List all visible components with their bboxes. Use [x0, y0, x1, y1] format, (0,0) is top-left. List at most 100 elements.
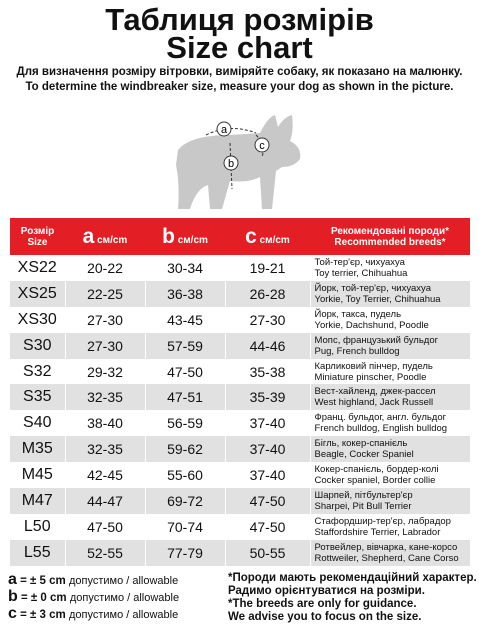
value-cell: 57-59: [145, 332, 226, 359]
value-cell: 52-55: [65, 539, 146, 566]
breed-en: Pug, French bulldog: [314, 345, 400, 357]
breed-en: Toy terrier, Chihuahua: [314, 267, 408, 279]
table-row: M45 42-45 55-60 37-40 Кокер-спанієль, бордер…: [10, 462, 471, 489]
breed-ua: Кокер-спанієль, бордер-колі: [314, 464, 439, 476]
value-cell: 42-45: [65, 462, 146, 489]
size-cell: M35: [10, 436, 66, 463]
measure-line: [229, 142, 233, 190]
legend-letter: c: [8, 605, 17, 622]
breed-cell: Йорк, такса, пудель Yorkie, Dachshund, Po…: [310, 306, 471, 333]
breed-cell: Карликовий пінчер, пудель Miniature pinsc…: [310, 358, 471, 385]
value-cell: 36-38: [145, 280, 226, 307]
value-cell: 70-74: [145, 513, 226, 540]
breed-ua: Йорк, такса, пудель: [314, 308, 402, 320]
table-row: M47 44-47 69-72 47-50 Шарпей, пітбультер'єр S…: [10, 488, 471, 514]
size-cell: XS22: [10, 255, 66, 281]
header-unit: см/cm: [97, 234, 128, 246]
header-text: Recommended breeds*: [334, 236, 446, 248]
value-cell: 47-50: [225, 513, 311, 540]
breed-en: Yorkie, Toy Terrier, Chihuahua: [314, 293, 441, 305]
breed-cell: Ротвейлер, вівчарка, кане-корсо Rottweile…: [310, 539, 471, 566]
breed-en: Staffordshire Terrier, Labrador: [314, 526, 441, 538]
breed-cell: Стафордшир-тер'єр, лабрадор Staffordshire…: [310, 513, 471, 540]
value-cell: 77-79: [145, 539, 226, 566]
header-unit: см/cm: [259, 234, 290, 246]
header-letter: a: [82, 224, 95, 248]
header-letter: c: [245, 224, 257, 248]
header-letter: b: [162, 224, 175, 248]
breed-ua: Стафордшир-тер'єр, лабрадор: [314, 515, 451, 527]
table-row: XS25 22-25 36-38 26-28 Йорк, той-тер'єр, чих…: [10, 280, 471, 307]
value-cell: 37-40: [225, 462, 311, 489]
value-cell: 32-35: [65, 436, 146, 463]
breed-en: Miniature pinscher, Poodle: [314, 371, 427, 383]
legend-text: допустимо / allowable: [68, 609, 179, 621]
breed-en: West highland, Jack Russell: [314, 397, 434, 409]
header-text: Рекомендовані породи*: [330, 225, 450, 237]
breed-ua: Ротвейлер, вівчарка, кане-корсо: [314, 541, 458, 553]
size-cell: L55: [10, 539, 66, 566]
value-cell: 35-38: [225, 358, 311, 385]
breed-ua: Йорк, той-тер'єр, чихуахуа: [314, 282, 431, 294]
size-cell: XS30: [10, 306, 66, 333]
legend-letter: b: [8, 588, 18, 605]
breed-ua: Шарпей, пітбультер'єр: [314, 489, 413, 501]
legend-tol: = ± 0 cm: [20, 592, 67, 604]
value-cell: 38-40: [65, 410, 146, 437]
note: We advise you to focus on the size.: [228, 611, 422, 623]
subtitle: Для визначення розміру вітровки, виміряй…: [16, 66, 463, 78]
header-row: Розмір Size a см/cm b см/cm c см/cm Рекомендо…: [10, 218, 470, 255]
table-row: L55 52-55 77-79 50-55 Ротвейлер, вівчарка, к…: [10, 539, 471, 566]
table-row: S40 38-40 56-59 37-40 Франц. бульдог, англ. …: [10, 410, 471, 437]
legend-text: допустимо / allowable: [68, 575, 179, 587]
notes: *Породи мають рекомендаційний характер. Р…: [228, 572, 477, 624]
value-cell: 69-72: [145, 488, 226, 514]
value-cell: 22-25: [65, 280, 146, 307]
breed-en: Yorkie, Dachshund, Poodle: [314, 319, 429, 331]
value-cell: 37-40: [225, 410, 311, 437]
header-cell: b см/cm: [145, 218, 225, 255]
value-cell: 44-46: [225, 332, 311, 359]
value-cell: 47-51: [145, 384, 226, 411]
legend-text: допустимо / allowable: [69, 592, 180, 604]
title: Таблиця розмірів: [105, 2, 374, 37]
header-cell: c см/cm: [225, 218, 310, 255]
size-cell: S40: [10, 410, 66, 437]
value-cell: 37-40: [225, 436, 311, 463]
breed-cell: Шарпей, пітбультер'єр Sharpei, Pit Bull T…: [310, 488, 471, 514]
size-cell: M47: [10, 488, 66, 514]
value-cell: 44-47: [65, 488, 146, 514]
breed-en: Rottweiler, Shepherd, Cane Corso: [314, 552, 459, 564]
breed-ua: Карликовий пінчер, пудель: [314, 360, 433, 372]
size-table: Розмір Size a см/cm b см/cm c см/cm Рекомендо…: [10, 218, 471, 566]
breed-en: French bulldog, English bulldog: [314, 423, 448, 435]
note: Радимо орієнтуватися на розміри.: [228, 585, 425, 597]
table-body: XS22 20-22 30-34 19-21 Той-тер'єр, чихуахуа T…: [10, 255, 471, 566]
header-text: Розмір: [20, 225, 55, 237]
legend-row: a = ± 5 cm допустимо / allowable: [8, 572, 179, 589]
figure-label: b: [228, 158, 234, 170]
figure-label: a: [221, 124, 228, 136]
value-cell: 47-50: [145, 358, 226, 385]
value-cell: 26-28: [225, 280, 311, 307]
breed-ua: Вест-хайленд, джек-рассел: [314, 386, 436, 398]
value-cell: 35-39: [225, 384, 311, 411]
value-cell: 59-62: [145, 436, 226, 463]
size-cell: S35: [10, 384, 66, 411]
size-cell: S32: [10, 358, 66, 385]
breed-en: Sharpei, Pit Bull Terrier: [314, 500, 412, 512]
breed-cell: Вест-хайленд, джек-рассел West highland, …: [310, 384, 471, 411]
header-cell: Рекомендовані породи* Recommended breeds*: [310, 218, 470, 255]
value-cell: 55-60: [145, 462, 226, 489]
table-row: M35 32-35 59-62 37-40 Бігль, кокер-спанієль B…: [10, 436, 471, 463]
breed-ua: Той-тер'єр, чихуахуа: [314, 256, 405, 268]
legend: a = ± 5 cm допустимо / allowable b = ± 0 …: [8, 572, 179, 623]
value-cell: 27-30: [65, 306, 146, 333]
breed-ua: Мопс, французький бульдог: [314, 334, 439, 346]
breed-ua: Франц. бульдог, англ. бульдог: [314, 412, 447, 424]
value-cell: 43-45: [145, 306, 226, 333]
value-cell: 47-50: [225, 488, 311, 514]
table-row: L50 47-50 70-74 47-50 Стафордшир-тер'єр, лаб…: [10, 513, 471, 540]
breed-cell: Кокер-спанієль, бордер-колі Cocker spanie…: [310, 462, 471, 489]
